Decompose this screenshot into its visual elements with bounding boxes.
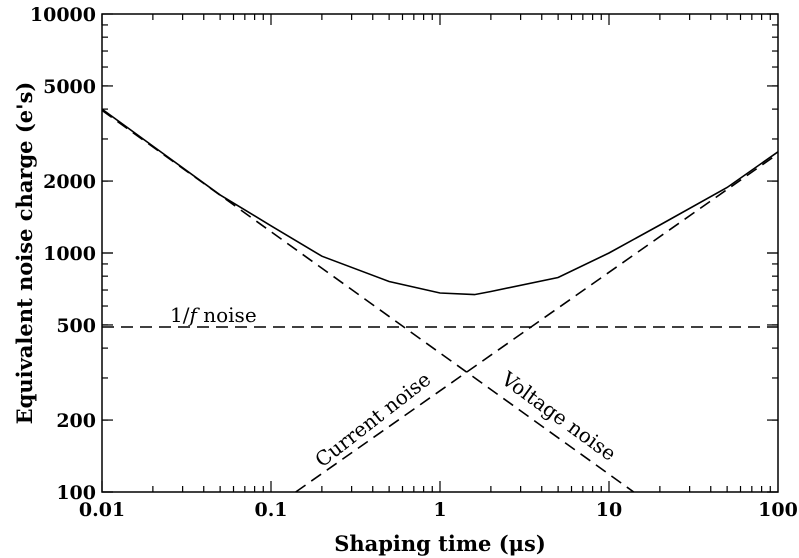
axis-ticks: [101, 13, 778, 493]
x-tick-label: 10: [596, 499, 622, 521]
series-line-1: [101, 109, 635, 493]
series-lines: [101, 108, 779, 493]
one-over-f-noise-label: 1/f noise: [170, 303, 257, 327]
y-tick-label: 500: [56, 315, 96, 337]
series-line-2: [295, 153, 779, 493]
x-tick-label: 1: [433, 499, 446, 521]
y-tick-label: 5000: [43, 76, 96, 98]
y-tick-label: 100: [56, 482, 96, 504]
y-tick-label: 1000: [43, 243, 96, 265]
x-axis-title: Shaping time (μs): [334, 531, 546, 556]
x-tick-label: 0.01: [79, 499, 125, 521]
series-line-0: [101, 108, 779, 296]
current-noise-label: Current noise: [310, 367, 435, 472]
x-tick-label: 0.1: [254, 499, 287, 521]
y-tick-label: 2000: [43, 171, 96, 193]
y-tick-label: 200: [56, 410, 96, 432]
plot-frame: [101, 13, 779, 493]
tick-labels: 0.01 0.1 1 10 100 100 200 500 1000 2000 5000 10000: [30, 4, 798, 521]
voltage-noise-label: Voltage noise: [496, 366, 620, 466]
y-axis-title: Equivalent noise charge (e's): [12, 82, 37, 425]
x-tick-label: 100: [758, 499, 798, 521]
y-tick-label: 10000: [30, 4, 96, 26]
